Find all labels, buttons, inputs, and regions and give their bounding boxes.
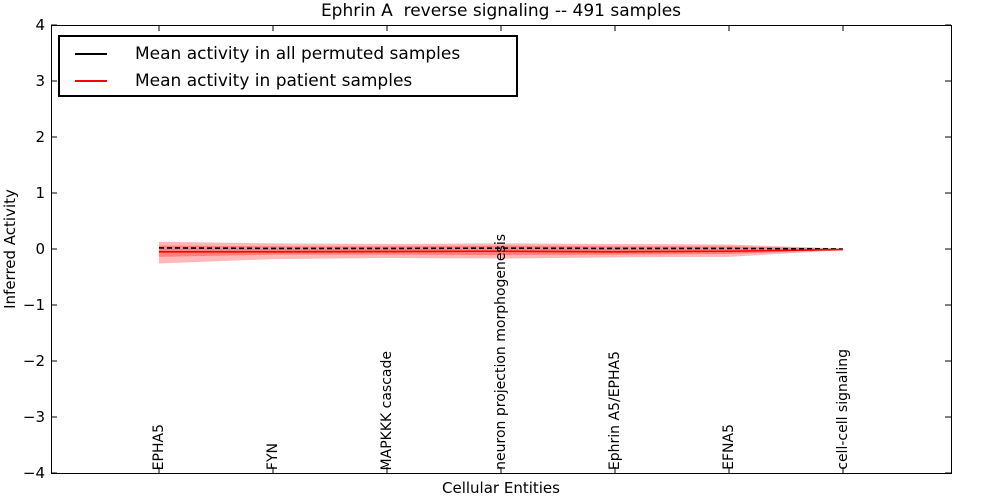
mean-line-permuted <box>158 247 844 250</box>
x-axis-label: Cellular Entities <box>442 479 560 497</box>
mean-line-patient <box>159 248 844 253</box>
patient-activity-outer-band <box>159 241 843 264</box>
legend-label-patient: Mean activity in patient samples <box>135 70 413 91</box>
permuted-line-swatch <box>75 52 107 55</box>
x-tick-label: FYN <box>265 442 281 470</box>
y-tick-label: 1 <box>35 184 45 202</box>
y-tick-label: 3 <box>35 72 45 90</box>
legend-item-permuted: Mean activity in all permuted samples <box>60 40 516 67</box>
y-tick-label: −4 <box>22 464 45 482</box>
legend: Mean activity in all permuted samples Me… <box>58 35 518 97</box>
y-tick-label: 0 <box>35 240 45 258</box>
x-tick-label: EPHA5 <box>151 423 167 470</box>
x-tick-label: EFNA5 <box>721 424 737 470</box>
x-tick-label: cell-cell signaling <box>835 349 851 470</box>
x-tick-label: MAPKKK cascade <box>379 350 395 470</box>
y-tick-label: 4 <box>35 16 45 34</box>
y-tick-label: −1 <box>22 296 45 314</box>
legend-item-patient: Mean activity in patient samples <box>60 67 516 94</box>
patient-line-swatch <box>75 79 107 82</box>
y-tick-label: −2 <box>22 352 45 370</box>
x-tick-label: Ephrin A5/EPHA5 <box>607 350 623 470</box>
x-tick-label: neuron projection morphogenesis <box>493 234 509 470</box>
y-tick-label: 2 <box>35 128 45 146</box>
y-tick-label: −3 <box>22 408 45 426</box>
legend-label-permuted: Mean activity in all permuted samples <box>135 43 461 64</box>
chart-title: Ephrin A reverse signaling -- 491 sample… <box>320 1 682 21</box>
